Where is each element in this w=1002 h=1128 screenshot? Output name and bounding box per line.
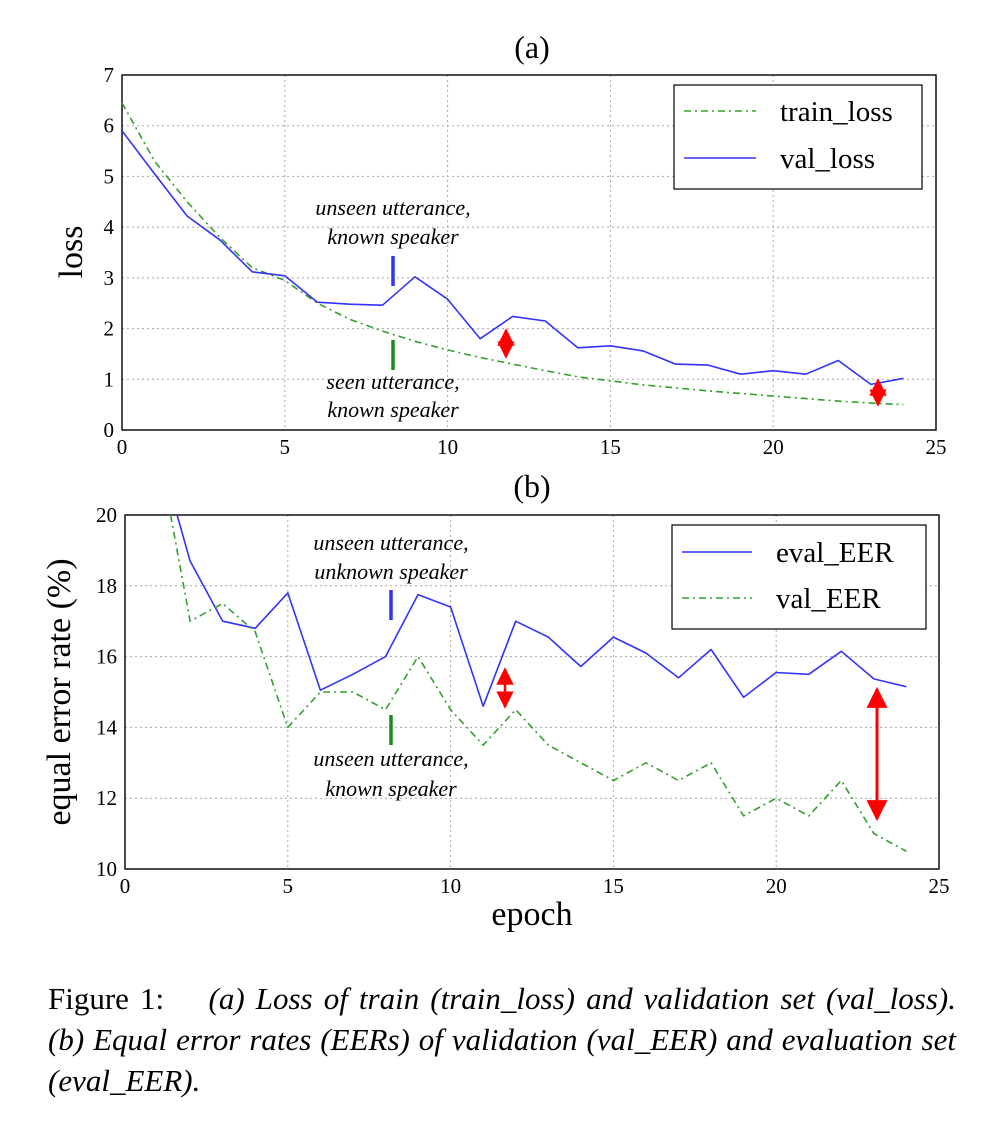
eer-series (169, 514, 907, 853)
loss-x-tick-label: 0 (117, 435, 128, 459)
eval-eer-line (176, 514, 907, 708)
eer-x-tick-label: 0 (120, 874, 131, 898)
eer-y-axis-label: equal error rate (%) (41, 558, 78, 825)
loss-x-tick-label: 10 (437, 435, 458, 459)
eer-y-tick-label: 10 (96, 857, 117, 881)
eer-x-tick-label: 25 (929, 874, 950, 898)
loss-y-tick-label: 4 (104, 215, 115, 239)
loss-legend-box (673, 84, 923, 190)
loss-series (121, 102, 904, 406)
loss-y-tick-label: 7 (104, 63, 115, 87)
eer-axes-frame (124, 514, 940, 870)
train-loss-line (121, 102, 904, 406)
legend-label-val-eer: val_EER (776, 583, 881, 615)
panel-b-title: (b) (513, 468, 550, 504)
eer-y-tick-label: 14 (96, 715, 118, 739)
loss-y-tick-label: 0 (104, 418, 115, 442)
eer-x-tick-label: 10 (440, 874, 461, 898)
loss-x-tick-label: 5 (280, 435, 291, 459)
annotation-unseen-known-b-line2: known speaker (325, 776, 457, 801)
loss-x-ticks: 0 5 10 15 20 25 (117, 435, 947, 459)
caption-body: (a) Loss of train (train_loss) and valid… (48, 981, 956, 1098)
val-eer-line (169, 514, 907, 853)
legend-label-val-loss: val_loss (780, 143, 875, 175)
loss-x-tick-label: 25 (926, 435, 947, 459)
eer-legend: eval_EER val_EER (671, 524, 927, 630)
eer-y-ticks: 10 12 14 16 18 20 (96, 503, 118, 881)
legend-label-train-loss: train_loss (780, 96, 893, 128)
legend-label-eval-eer: eval_EER (776, 537, 894, 569)
figure-caption: Figure 1: (a) Loss of train (train_loss)… (48, 978, 956, 1101)
annotation-unseen-known-b-line1: unseen utterance, (313, 746, 468, 771)
panel-a-title: (a) (514, 29, 550, 65)
annotation-unseen-known-line2: known speaker (327, 224, 459, 249)
loss-y-ticks: 0 1 2 3 4 5 6 7 (104, 63, 115, 442)
annotation-unseen-unknown-line2: unknown speaker (314, 559, 468, 584)
eer-x-tick-label: 5 (283, 874, 294, 898)
eer-x-ticks: 0 5 10 15 20 25 (120, 874, 950, 898)
eer-x-tick-label: 15 (603, 874, 624, 898)
annotation-seen-known-line1: seen utterance, (326, 369, 459, 394)
annotation-unseen-known-line1: unseen utterance, (315, 195, 470, 220)
annotation-unseen-unknown-line1: unseen utterance, (313, 530, 468, 555)
loss-legend: train_loss val_loss (673, 84, 923, 190)
loss-axes-frame (121, 74, 937, 431)
loss-y-tick-label: 3 (104, 266, 115, 290)
loss-x-tick-label: 15 (600, 435, 621, 459)
loss-y-tick-label: 6 (104, 114, 115, 138)
loss-y-axis-label: loss (53, 226, 90, 279)
eer-y-tick-label: 12 (96, 786, 117, 810)
val-loss-line (121, 130, 904, 386)
eer-legend-box (671, 524, 927, 630)
loss-y-tick-label: 1 (104, 367, 115, 391)
loss-panel: (a) 0 5 10 15 20 25 0 1 2 3 4 5 6 7 loss unseen utte… (53, 29, 947, 459)
eer-x-axis-label: epoch (491, 896, 572, 933)
caption-lead: Figure 1: (48, 981, 165, 1016)
eer-x-tick-label: 20 (766, 874, 787, 898)
loss-y-tick-label: 2 (104, 317, 115, 341)
eer-panel: (b) 0 5 10 15 20 25 10 12 14 16 18 20 equal error … (41, 468, 950, 933)
loss-x-tick-label: 20 (763, 435, 784, 459)
eer-y-tick-label: 20 (96, 503, 117, 527)
eer-y-tick-label: 16 (96, 645, 117, 669)
loss-y-tick-label: 5 (104, 164, 115, 188)
annotation-seen-known-line2: known speaker (327, 397, 459, 422)
eer-y-tick-label: 18 (96, 574, 117, 598)
